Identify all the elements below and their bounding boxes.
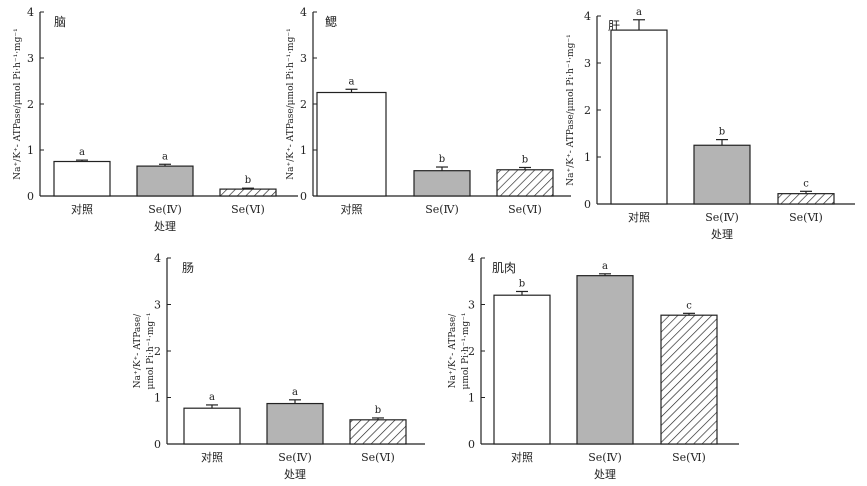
bar [693,144,751,205]
significance-label: b [245,175,251,186]
category-label: 对照 [341,202,363,216]
x-axis-label: 处理 [154,220,176,233]
chart-panel-2: 0 1 2 3 4 鳃 Na⁺/K⁺- ATPase/μmol Pi·h⁻¹·mg⁻¹ a 对照… [286,6,571,216]
bar [576,275,634,445]
chart-panel-4: 0 1 2 3 4 肠 Na⁺/K⁺- ATPase/μmol Pi·h⁻¹·mg⁻¹ a 对照… [133,252,425,481]
y-tick-label: 2 [300,98,307,111]
bar [660,314,718,445]
y-tick-label: 4 [154,252,161,265]
panel-title: 肠 [182,261,194,275]
bar [349,419,407,445]
panel-title: 鳃 [325,15,337,29]
y-axis-label: Na⁺/K⁺- ATPase/ [133,313,143,388]
bar [413,170,471,197]
y-tick-label: 0 [584,198,591,211]
category-label: 对照 [201,450,223,464]
x-axis-label: 处理 [594,468,616,481]
significance-label: b [522,154,528,165]
significance-label: c [803,178,809,189]
x-axis-label: 处理 [284,468,306,481]
significance-label: a [636,7,642,18]
bar [183,407,241,445]
y-tick-label: 2 [27,98,34,111]
x-axis-label: 处理 [711,228,733,241]
y-tick-label: 4 [468,252,475,265]
bar [316,91,387,197]
bar [136,165,194,197]
significance-label: b [439,154,445,165]
significance-label: c [686,300,692,311]
category-label: Se(Ⅵ) [789,211,823,224]
y-tick-label: 3 [584,57,591,70]
y-axis-label: Na⁺/K⁺- ATPase/ [448,313,458,388]
y-tick-label: 1 [300,144,307,157]
category-label: Se(Ⅳ) [278,451,312,464]
significance-label: a [602,261,608,272]
y-tick-label: 1 [584,151,591,164]
category-label: Se(Ⅳ) [705,211,739,224]
category-label: Se(Ⅵ) [508,203,542,216]
y-tick-label: 2 [584,104,591,117]
category-label: 对照 [511,450,533,464]
category-label: 对照 [71,202,93,216]
panel-title: 肌肉 [492,261,516,275]
y-tick-label: 1 [27,144,34,157]
y-tick-label: 0 [154,438,161,451]
y-tick-label: 3 [468,299,475,312]
y-axis-label: Na⁺/K⁺- ATPase/μmol Pi·h⁻¹·mg⁻¹ [13,28,23,179]
significance-label: a [349,76,355,87]
y-axis-label: Na⁺/K⁺- ATPase/μmol Pi·h⁻¹·mg⁻¹ [566,34,576,185]
bar [53,160,111,197]
chart-panel-1: 0 1 2 3 4 脑 Na⁺/K⁺- ATPase/μmol Pi·h⁻¹·mg⁻¹ a 对照… [13,6,298,233]
y-tick-label: 3 [27,52,34,65]
y-tick-label: 2 [154,345,161,358]
significance-label: a [292,387,298,398]
bar [610,29,668,205]
y-tick-label: 0 [27,190,34,203]
significance-label: b [719,127,725,138]
y-tick-label: 4 [27,6,34,19]
bar [493,294,551,445]
y-tick-label: 3 [300,52,307,65]
bar [777,193,835,205]
bar [219,188,277,197]
panel-title: 脑 [54,15,66,29]
category-label: Se(Ⅵ) [231,203,265,216]
category-label: Se(Ⅳ) [588,451,622,464]
y-axis-label: μmol Pi·h⁻¹·mg⁻¹ [461,312,471,389]
y-tick-label: 3 [154,299,161,312]
chart-panel-5: 0 1 2 3 4 肌肉 Na⁺/K⁺- ATPase/μmol Pi·h⁻¹·mg⁻¹ b 对… [448,252,739,481]
y-tick-label: 4 [584,10,591,23]
significance-label: a [162,151,168,162]
y-tick-label: 2 [468,345,475,358]
category-label: Se(Ⅵ) [672,451,706,464]
category-label: Se(Ⅳ) [425,203,459,216]
category-label: 对照 [628,210,650,224]
charts-root: 0 1 2 3 4 脑 Na⁺/K⁺- ATPase/μmol Pi·h⁻¹·mg⁻¹ a 对照… [13,6,855,481]
y-tick-label: 1 [154,392,161,405]
y-tick-label: 4 [300,6,307,19]
significance-label: b [519,278,525,289]
y-axis-label: Na⁺/K⁺- ATPase/μmol Pi·h⁻¹·mg⁻¹ [286,28,296,179]
significance-label: a [79,147,85,158]
significance-label: b [375,405,381,416]
bar [266,402,324,445]
y-tick-label: 1 [468,392,475,405]
y-tick-label: 0 [300,190,307,203]
significance-label: a [209,392,215,403]
category-label: Se(Ⅳ) [148,203,182,216]
y-axis-label: μmol Pi·h⁻¹·mg⁻¹ [146,312,156,389]
bar [496,169,554,197]
category-label: Se(Ⅵ) [361,451,395,464]
y-tick-label: 0 [468,438,475,451]
